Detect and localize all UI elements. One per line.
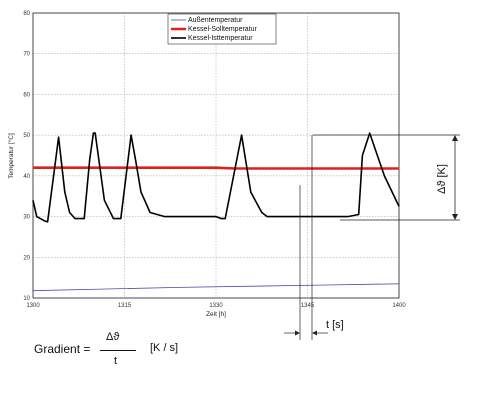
- formula-prefix: Gradient =: [34, 342, 91, 356]
- x-tick-label-3: 1345: [301, 303, 315, 309]
- y-tick-label-7: 80: [23, 11, 30, 17]
- axis-ticks: 10 20 30 40 50 60 70 80 1300 1315 1330 1345 1400: [23, 11, 406, 309]
- legend-label-2: Kessel-Isttemperatur: [188, 35, 253, 42]
- delta-theta-arrowhead-bottom: [452, 214, 458, 220]
- y-tick-label-1: 20: [23, 255, 30, 261]
- x-axis-label: Zeit [h]: [206, 311, 226, 318]
- x-tick-label-2: 1330: [209, 303, 223, 309]
- y-tick-label-3: 40: [23, 174, 30, 180]
- formula-fraction-bar: [100, 350, 136, 351]
- delta-theta-label: Δϑ [K]: [436, 164, 448, 194]
- formula-denominator: t: [114, 355, 118, 367]
- y-tick-label-2: 30: [23, 215, 30, 221]
- y-tick-label-5: 60: [23, 92, 30, 98]
- plot-frame: [32, 12, 400, 299]
- legend: Außentemperatur Kessel-Solltemperatur Ke…: [167, 13, 277, 45]
- series-line-2: [32, 132, 400, 223]
- grid-lines: [32, 12, 400, 299]
- formula-numerator: Δϑ: [106, 331, 120, 343]
- y-axis-label: Temperatur [°C]: [7, 133, 15, 179]
- x-tick-label-0: 1300: [26, 303, 40, 309]
- x-tick-label-4: 1400: [392, 303, 406, 309]
- delta-t-right-arrowhead: [312, 330, 317, 336]
- delta-t-left-arrowhead: [295, 330, 300, 336]
- delta-t-annotation: t [s]: [284, 135, 344, 340]
- series-lines: [32, 132, 400, 292]
- y-tick-label-6: 70: [23, 52, 30, 58]
- legend-label-1: Kessel-Solltemperatur: [188, 26, 258, 33]
- delta-t-label: t [s]: [326, 319, 344, 331]
- x-tick-label-1: 1315: [118, 303, 132, 309]
- legend-label-0: Außentemperatur: [188, 17, 243, 24]
- y-tick-label-0: 10: [23, 296, 30, 302]
- y-tick-label-4: 50: [23, 133, 30, 139]
- series-line-1: [33, 166, 399, 170]
- delta-theta-arrowhead-top: [452, 135, 458, 141]
- formula-unit: [K / s]: [150, 342, 179, 354]
- series-line-0: [32, 283, 400, 292]
- delta-theta-annotation: Δϑ [K]: [313, 134, 460, 221]
